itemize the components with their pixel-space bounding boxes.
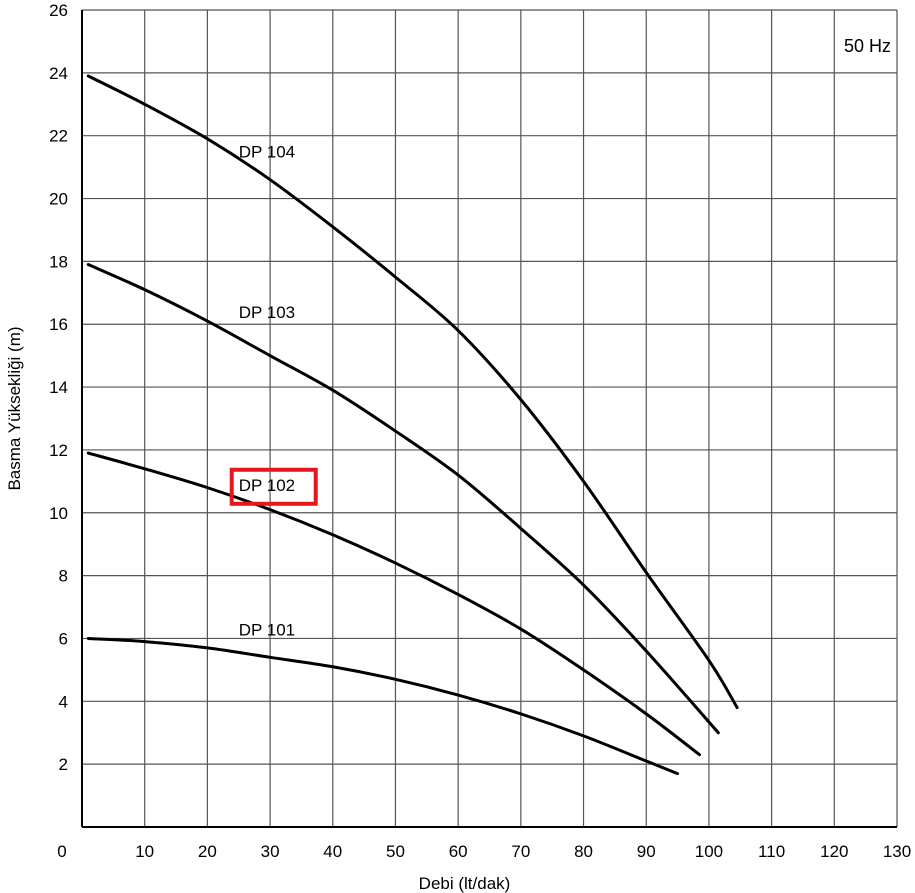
x-tick-label: 10 <box>135 842 154 861</box>
series-line-dp-103 <box>86 263 720 735</box>
y-tick-label: 22 <box>49 127 68 146</box>
highlight-box <box>229 467 318 506</box>
x-tick-labels: 0 10 20 30 40 50 60 70 80 90 100 110 120 130 <box>57 842 911 861</box>
y-tick-label: 14 <box>49 378 68 397</box>
x-tick-label: 0 <box>57 842 66 861</box>
series-labels: DP 104 DP 103 DP 102 DP 101 <box>239 143 295 640</box>
y-tick-label: 4 <box>59 692 68 711</box>
y-tick-label: 6 <box>59 629 68 648</box>
y-tick-label: 20 <box>49 190 68 209</box>
x-tick-label: 120 <box>820 842 848 861</box>
y-tick-label: 26 <box>49 1 68 20</box>
frequency-annotation: 50 Hz <box>844 36 891 56</box>
y-tick-label: 2 <box>59 755 68 774</box>
x-tick-label: 90 <box>637 842 656 861</box>
x-tick-label: 70 <box>511 842 530 861</box>
series-curves <box>86 74 739 776</box>
y-tick-label: 12 <box>49 441 68 460</box>
y-tick-label: 18 <box>49 252 68 271</box>
x-tick-label: 80 <box>574 842 593 861</box>
series-line-dp-104 <box>86 74 739 710</box>
x-tick-label: 60 <box>449 842 468 861</box>
series-label-dp-104: DP 104 <box>239 143 295 162</box>
x-tick-label: 100 <box>695 842 723 861</box>
x-tick-label: 50 <box>386 842 405 861</box>
x-tick-label: 130 <box>883 842 911 861</box>
y-tick-label: 16 <box>49 315 68 334</box>
y-tick-label: 10 <box>49 504 68 523</box>
grid-lines <box>81 9 898 828</box>
x-tick-label: 40 <box>323 842 342 861</box>
y-tick-label: 8 <box>59 567 68 586</box>
series-line-dp-102 <box>86 451 702 757</box>
series-line-dp-101 <box>86 636 680 776</box>
x-tick-label: 20 <box>198 842 217 861</box>
series-label-dp-101: DP 101 <box>239 620 295 639</box>
x-tick-label: 30 <box>261 842 280 861</box>
x-tick-label: 110 <box>758 842 785 861</box>
x-axis-label: Debi (lt/dak) <box>419 874 511 893</box>
series-label-dp-102: DP 102 <box>239 476 295 495</box>
series-label-dp-103: DP 103 <box>239 303 295 322</box>
y-tick-label: 24 <box>49 64 68 83</box>
y-axis-label: Basma Yüksekliği (m) <box>5 326 24 490</box>
